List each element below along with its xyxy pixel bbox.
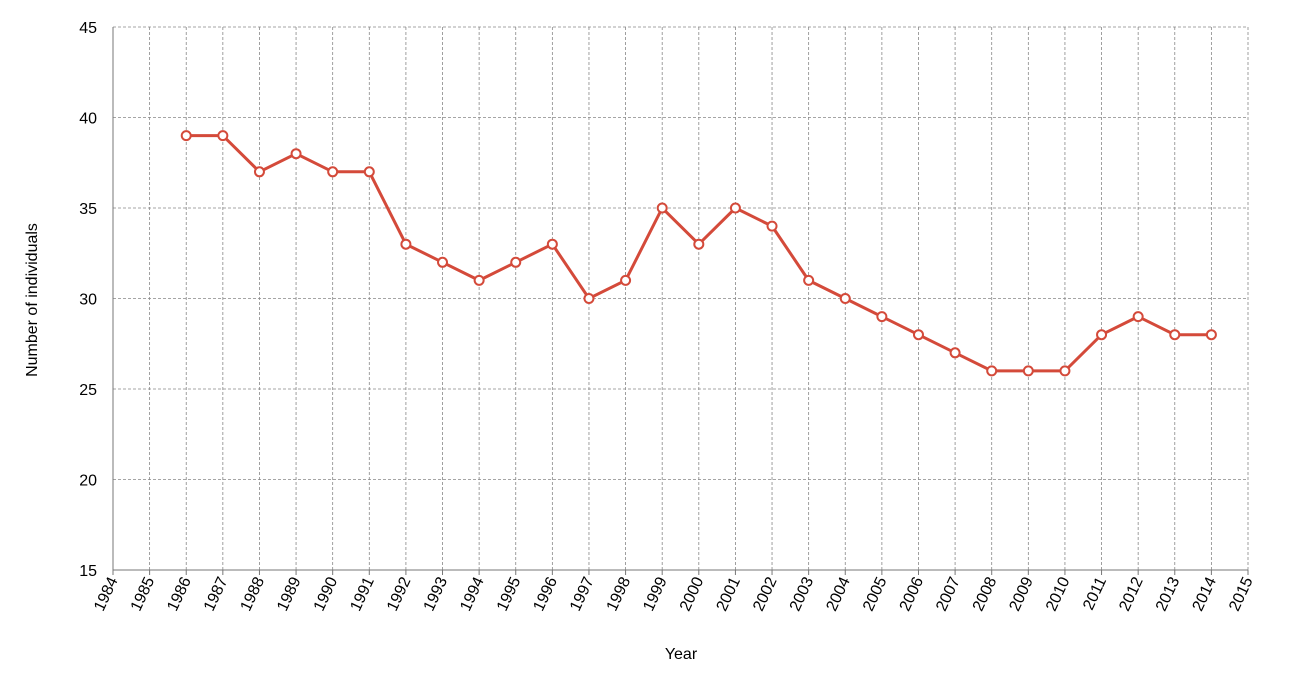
data-point [1059, 365, 1071, 377]
data-point [949, 347, 961, 359]
y-tick-label: 30 [79, 292, 97, 309]
x-tick-label: 1991 [347, 574, 377, 614]
data-point [437, 256, 449, 268]
x-tick-label: 1996 [531, 574, 561, 614]
data-point [546, 238, 558, 250]
x-tick-label: 2008 [970, 574, 1000, 614]
y-tick-label: 15 [79, 563, 97, 580]
x-tick-label: 2013 [1153, 574, 1183, 614]
data-point [510, 256, 522, 268]
data-point [290, 148, 302, 160]
x-tick-label: 2001 [714, 574, 744, 614]
data-point [620, 274, 632, 286]
x-tick-label: 2006 [897, 574, 927, 614]
data-point [473, 274, 485, 286]
data-point [986, 365, 998, 377]
y-tick-label: 45 [79, 20, 97, 37]
x-tick-label: 2011 [1080, 574, 1110, 612]
y-tick-label: 35 [79, 201, 97, 218]
data-point [253, 166, 265, 178]
x-tick-label: 1992 [384, 574, 414, 614]
data-point [693, 238, 705, 250]
data-point [363, 166, 375, 178]
data-point [839, 293, 851, 304]
data-point [1132, 311, 1144, 323]
data-point [766, 220, 778, 232]
x-tick-label: 2003 [787, 574, 817, 614]
x-tick-label: 1999 [640, 574, 670, 614]
data-point [400, 238, 412, 250]
data-point [1096, 329, 1108, 341]
x-axis-label: Year [665, 646, 698, 663]
y-axis-label: Number of individuals [24, 223, 41, 377]
y-tick-label: 25 [79, 382, 97, 399]
x-tick-label: 2015 [1226, 574, 1256, 614]
data-point [1205, 329, 1217, 341]
x-tick-label: 1987 [201, 574, 231, 614]
x-tick-label: 2000 [677, 574, 707, 614]
x-tick-label: 1986 [164, 574, 194, 614]
x-tick-label: 1988 [238, 574, 268, 614]
y-tick-label: 20 [79, 473, 97, 490]
x-tick-label: 2004 [823, 574, 853, 614]
y-tick-label: 40 [79, 111, 97, 128]
data-point [180, 130, 192, 142]
x-tick-label: 1984 [91, 574, 121, 614]
x-tick-label: 1997 [567, 574, 597, 614]
data-point [217, 130, 229, 142]
x-tick-label: 1989 [274, 574, 304, 614]
data-point [327, 166, 339, 178]
data-point [803, 274, 815, 286]
x-tick-label: 2002 [750, 574, 780, 614]
x-tick-label: 1985 [128, 574, 158, 614]
x-tick-label: 1993 [421, 574, 451, 614]
x-tick-label: 2009 [1006, 574, 1036, 614]
data-point [1169, 329, 1181, 341]
x-tick-label: 1998 [604, 574, 634, 614]
x-tick-label: 1994 [457, 574, 487, 614]
x-tick-label: 1990 [311, 574, 341, 614]
x-tick-label: 2012 [1116, 574, 1146, 614]
data-point [729, 202, 741, 214]
x-tick-label: 2005 [860, 574, 890, 614]
x-tick-label: 1995 [494, 574, 524, 614]
x-tick-label: 2010 [1043, 574, 1073, 614]
data-point [912, 329, 924, 341]
x-tick-label: 2014 [1190, 574, 1220, 614]
data-point [876, 311, 888, 323]
data-point [583, 293, 595, 304]
data-point [1022, 365, 1034, 377]
x-tick-label: 2007 [933, 574, 963, 614]
data-point [656, 202, 668, 214]
